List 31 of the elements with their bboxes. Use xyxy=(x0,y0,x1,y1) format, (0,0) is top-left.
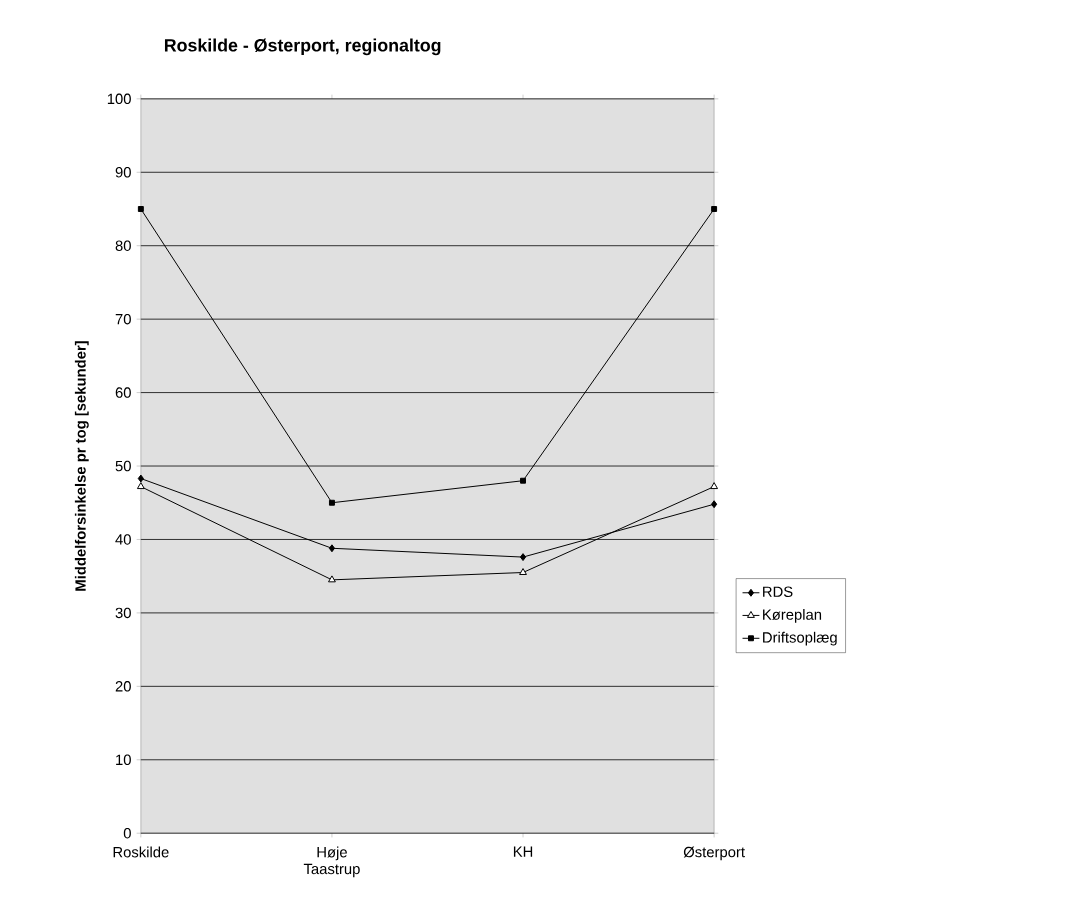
point xyxy=(328,575,336,583)
x-tick-label: Østerport xyxy=(683,846,745,861)
legend-label: Køreplan xyxy=(763,608,822,623)
point xyxy=(519,553,527,561)
y-tick-label: 30 xyxy=(115,607,131,619)
legend-label: Driftsoplæg xyxy=(763,631,837,646)
x-tick-label: KH xyxy=(513,846,533,857)
y-tick-label: 40 xyxy=(115,534,131,545)
y-tick-label: 0 xyxy=(123,827,131,839)
point xyxy=(711,205,718,212)
y-tick-label: 60 xyxy=(115,387,131,398)
x-tick-label: Høje Taastrup xyxy=(303,846,360,878)
point xyxy=(519,567,527,575)
x-tick-label: Roskilde xyxy=(113,846,169,858)
point xyxy=(710,482,719,489)
chart-title: Roskilde - Østerport, regionaltog xyxy=(164,38,441,56)
y-tick-label: 10 xyxy=(116,754,131,765)
y-tick-label: 20 xyxy=(115,680,131,692)
y-axis-title: Middelforsinkelse pr tog [sekunder] xyxy=(74,341,89,591)
y-tick-label: 90 xyxy=(115,166,131,178)
point xyxy=(711,500,718,509)
y-tick-label: 50 xyxy=(115,460,131,472)
point xyxy=(328,499,335,506)
y-tick-label: 70 xyxy=(115,313,131,325)
point xyxy=(328,544,336,553)
point xyxy=(520,477,526,484)
y-tick-label: 80 xyxy=(115,240,131,251)
legend-label: RDS xyxy=(763,586,793,597)
point xyxy=(137,205,144,212)
point xyxy=(137,474,144,483)
y-tick-label: 100 xyxy=(107,93,131,104)
